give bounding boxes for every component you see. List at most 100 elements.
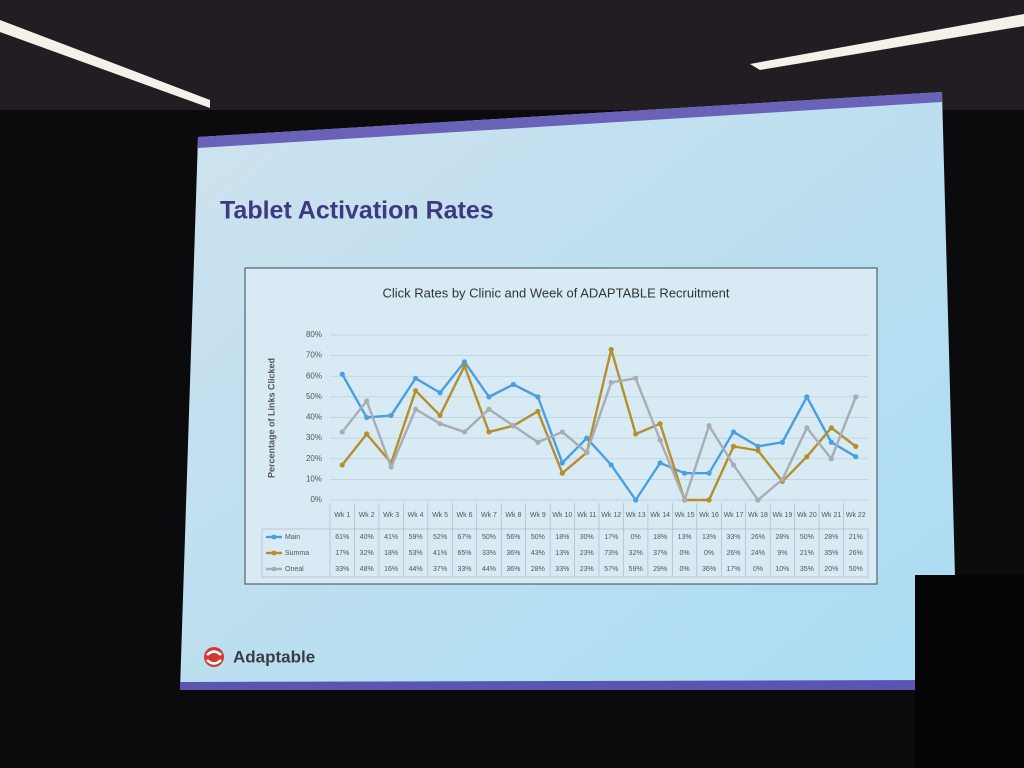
x-tick-label: Wk 4 xyxy=(408,512,424,519)
table-cell: 44% xyxy=(482,566,496,573)
x-tick-label: Wk 14 xyxy=(650,512,670,519)
table-cell: 43% xyxy=(531,550,545,557)
table-cell: 44% xyxy=(409,566,423,573)
logo-text: Adaptable xyxy=(233,647,315,666)
x-tick-label: Wk 22 xyxy=(846,512,866,519)
data-point xyxy=(657,437,663,443)
table-cell: 20% xyxy=(824,566,838,573)
ceiling-light xyxy=(750,14,1024,70)
x-tick-label: Wk 20 xyxy=(797,512,817,519)
table-cell: 67% xyxy=(457,534,471,541)
data-point xyxy=(486,394,492,400)
table-cell: 48% xyxy=(360,566,374,573)
table-cell: 24% xyxy=(751,550,765,557)
data-point xyxy=(706,470,712,476)
y-axis-label: Percentage of Links Clicked xyxy=(266,358,276,478)
table-cell: 36% xyxy=(506,566,520,573)
series-line xyxy=(341,377,857,502)
data-point xyxy=(706,497,712,503)
data-point xyxy=(461,359,468,365)
table-cell: 29% xyxy=(653,566,667,573)
data-point xyxy=(388,412,394,419)
data-point xyxy=(388,464,394,470)
data-point xyxy=(730,462,737,468)
x-tick-label: Wk 1 xyxy=(334,512,350,519)
table-cell: 13% xyxy=(678,534,692,541)
table-cell: 32% xyxy=(360,550,374,557)
data-point xyxy=(828,456,834,462)
data-point xyxy=(608,346,614,353)
data-point xyxy=(461,429,468,435)
table-cell: 13% xyxy=(702,534,716,541)
x-tick-label: Wk 16 xyxy=(699,512,719,519)
y-tick-label: 20% xyxy=(306,454,322,463)
x-tick-label: Wk 15 xyxy=(675,512,695,519)
table-cell: 65% xyxy=(457,550,471,557)
x-tick-label: Wk 8 xyxy=(505,512,521,519)
data-point xyxy=(486,429,492,435)
data-point xyxy=(364,431,370,437)
table-cell: 23% xyxy=(580,566,594,573)
table-cell: 26% xyxy=(849,550,863,557)
data-point xyxy=(559,470,565,476)
table-cell: 36% xyxy=(702,566,716,573)
data-point xyxy=(608,379,614,386)
table-cell: 37% xyxy=(653,550,667,557)
x-tick-label: Wk 18 xyxy=(748,512,768,519)
table-cell: 35% xyxy=(800,566,814,573)
table-cell: 28% xyxy=(824,534,838,541)
table-cell: 37% xyxy=(433,566,447,573)
table-cell: 28% xyxy=(775,534,789,541)
table-cell: 26% xyxy=(751,534,765,541)
data-point xyxy=(681,497,688,503)
data-point xyxy=(730,443,737,449)
table-cell: 26% xyxy=(726,550,740,557)
table-cell: 59% xyxy=(629,566,643,573)
data-point xyxy=(559,429,565,435)
data-point xyxy=(339,371,345,377)
y-tick-label: 0% xyxy=(310,495,322,504)
slide-title: Tablet Activation Rates xyxy=(220,197,494,225)
data-point xyxy=(461,363,468,369)
table-cell: 52% xyxy=(433,534,447,541)
table-cell: 16% xyxy=(384,566,398,573)
data-point xyxy=(364,398,370,404)
table-cell: 0% xyxy=(631,534,641,541)
data-point xyxy=(584,435,590,441)
data-point xyxy=(412,406,419,412)
ceiling xyxy=(0,0,1024,110)
table-cell: 33% xyxy=(482,550,496,557)
table-cell: 0% xyxy=(704,550,714,557)
legend-swatch-dot xyxy=(271,534,277,540)
table-cell: 61% xyxy=(335,534,349,541)
table-cell: 17% xyxy=(604,534,618,541)
table-cell: 13% xyxy=(555,550,569,557)
table-cell: 30% xyxy=(580,534,594,541)
slide-bottom-bar xyxy=(180,680,958,690)
data-point xyxy=(804,454,810,460)
podium xyxy=(915,575,1024,768)
data-point xyxy=(853,443,859,449)
x-tick-label: Wk 2 xyxy=(359,512,375,519)
data-point xyxy=(657,421,663,427)
data-table xyxy=(261,528,869,578)
x-tick-label: Wk 3 xyxy=(383,512,399,519)
table-cell: 40% xyxy=(360,534,374,541)
data-point xyxy=(779,439,786,445)
x-tick-label: Wk 9 xyxy=(530,512,546,519)
table-cell: 17% xyxy=(335,550,349,557)
legend-swatch-dot xyxy=(271,566,277,572)
y-tick-label: 60% xyxy=(306,371,322,380)
x-tick-label: Wk 12 xyxy=(601,512,621,519)
y-tick-label: 30% xyxy=(306,433,322,442)
table-cell: 28% xyxy=(531,566,545,573)
series-line xyxy=(341,348,857,502)
x-tick-label: Wk 21 xyxy=(821,512,841,519)
data-point xyxy=(339,429,345,435)
legend-swatch-dot xyxy=(271,550,277,556)
y-tick-label: 40% xyxy=(306,413,322,422)
table-cell: 41% xyxy=(433,550,447,557)
x-tick-label: Wk 7 xyxy=(481,512,497,519)
